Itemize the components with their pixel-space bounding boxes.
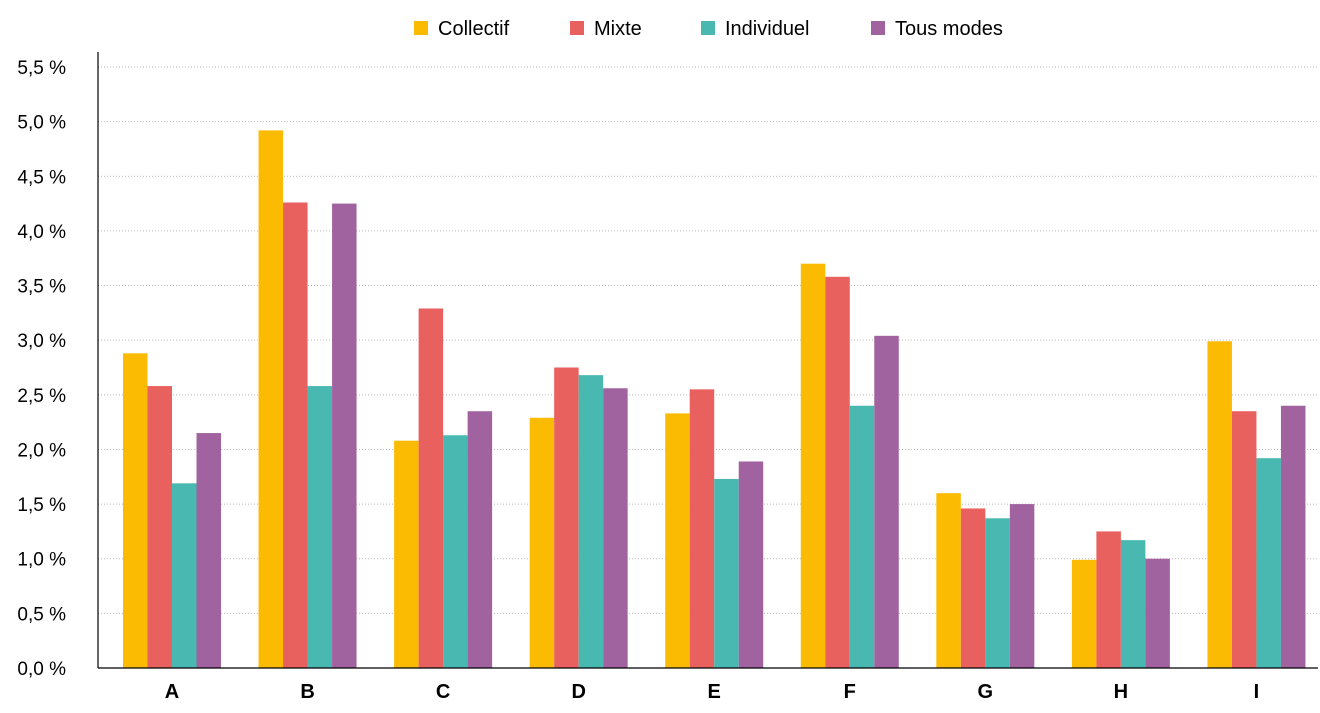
- y-tick-label: 3,5 %: [17, 277, 66, 298]
- bar-individuel-F: [849, 405, 875, 668]
- axes: [97, 52, 1318, 669]
- bar-individuel-A: [172, 483, 197, 668]
- x-tick-label: F: [844, 681, 856, 703]
- legend-label: Collectif: [438, 18, 510, 40]
- y-tick-label: 2,5 %: [17, 386, 66, 407]
- x-tick-label: C: [436, 681, 450, 703]
- y-tick-label: 1,5 %: [17, 495, 66, 516]
- bar-collectif-A: [123, 353, 148, 668]
- x-tick-label: B: [300, 681, 314, 703]
- bar-tous-modes-D: [603, 388, 628, 668]
- bar-mixte-H: [1096, 531, 1121, 668]
- bars: [123, 130, 1306, 669]
- bar-mixte-E: [689, 389, 715, 668]
- legend-swatch: [871, 21, 885, 35]
- bar-individuel-D: [578, 375, 604, 668]
- bar-mixte-C: [418, 308, 444, 668]
- bar-collectif-I: [1207, 341, 1232, 668]
- legend-label: Tous modes: [895, 18, 1003, 40]
- y-tick-label: 5,5 %: [17, 58, 66, 79]
- y-axis-ticks: 0,0 % 0,5 % 1,0 % 1,5 % 2,0 % 2,5 % 3,0 % 3,5 %…: [17, 58, 66, 680]
- bar-collectif-H: [1071, 559, 1097, 668]
- bar-tous-modes-B: [332, 203, 357, 668]
- x-tick-label: D: [571, 681, 585, 703]
- bar-collectif-F: [800, 263, 826, 668]
- y-tick-label: 5,0 %: [17, 113, 66, 134]
- bar-mixte-I: [1231, 411, 1257, 668]
- x-axis-ticks: A B C D E F G H I: [165, 681, 1259, 703]
- bar-individuel-E: [714, 478, 739, 668]
- bar-mixte-B: [283, 202, 308, 669]
- legend-swatch: [570, 21, 584, 35]
- x-tick-label: A: [165, 681, 179, 703]
- y-tick-label: 4,5 %: [17, 167, 66, 188]
- bar-tous-modes-G: [1009, 504, 1035, 668]
- bar-collectif-G: [936, 493, 961, 668]
- legend-swatch: [414, 21, 428, 35]
- legend-label: Mixte: [594, 18, 642, 40]
- x-tick-label: H: [1114, 681, 1128, 703]
- bar-mixte-F: [825, 276, 850, 668]
- bar-mixte-G: [960, 508, 986, 668]
- y-tick-label: 3,0 %: [17, 331, 66, 352]
- bar-tous-modes-A: [196, 433, 221, 668]
- bar-collectif-E: [665, 413, 690, 668]
- y-tick-label: 4,0 %: [17, 222, 66, 243]
- y-tick-label: 0,5 %: [17, 604, 66, 625]
- bar-collectif-B: [258, 130, 284, 669]
- y-tick-label: 1,0 %: [17, 550, 66, 571]
- bar-individuel-H: [1120, 540, 1146, 668]
- bar-tous-modes-H: [1145, 558, 1170, 668]
- bar-tous-modes-C: [467, 411, 493, 668]
- legend-swatch: [701, 21, 715, 35]
- bar-individuel-C: [443, 435, 468, 668]
- legend-label: Individuel: [725, 18, 810, 40]
- bar-mixte-A: [147, 386, 172, 668]
- bar-individuel-I: [1256, 458, 1281, 668]
- bar-collectif-D: [529, 417, 555, 668]
- bar-tous-modes-F: [874, 335, 899, 668]
- x-tick-label: G: [978, 681, 994, 703]
- x-tick-label: E: [708, 681, 721, 703]
- bar-mixte-D: [554, 367, 579, 668]
- y-tick-label: 2,0 %: [17, 440, 66, 461]
- x-tick-label: I: [1254, 681, 1260, 703]
- bar-tous-modes-I: [1280, 405, 1306, 668]
- bar-individuel-B: [307, 386, 333, 668]
- bar-tous-modes-E: [738, 461, 764, 668]
- bar-collectif-C: [394, 440, 419, 668]
- bar-individuel-G: [985, 518, 1010, 668]
- legend: Collectif Mixte Individuel Tous modes: [414, 18, 1003, 40]
- y-tick-label: 0,0 %: [17, 659, 66, 680]
